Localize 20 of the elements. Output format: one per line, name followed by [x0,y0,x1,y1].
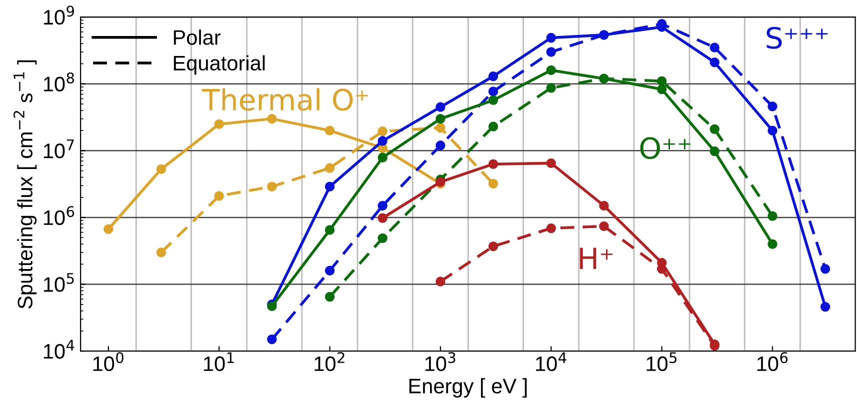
x-tick-label: 10$^{5}$ [646,352,677,372]
annotation: Polar [174,30,221,45]
annotation: Equatorial [174,55,265,75]
x-tick-label: 10$^{1}$ [204,352,234,372]
series-label: S⁺⁺⁺ [766,26,828,49]
y-tick-label: 10$^{4}$ [44,340,74,359]
y-tick-label: 10$^{7}$ [44,139,74,158]
x-tick-label: 10$^{3}$ [425,352,456,372]
series-label: Thermal O⁺ [202,88,368,111]
x-tick-label: 10$^{0}$ [93,352,124,372]
y-axis-title: Sputtering flux [ cm$^{−2}$ s$^{−1}$ ] [13,60,37,309]
x-tick-label: 10$^{2}$ [314,352,344,372]
x-axis-title: Energy [ eV ] [409,378,527,398]
y-tick-label: 10$^{8}$ [44,72,74,92]
y-tick-label: 10$^{6}$ [44,206,74,226]
x-tick-label: 10$^{6}$ [757,352,788,372]
y-tick-label: 10$^{9}$ [44,6,74,25]
x-tick-label: 10$^{4}$ [536,352,566,372]
y-tick-label: 10$^{5}$ [44,273,74,292]
series-label: H⁺ [580,248,612,269]
